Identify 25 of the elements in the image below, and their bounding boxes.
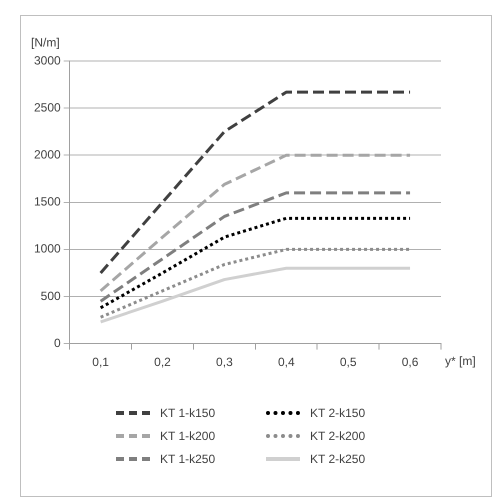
line-series (99, 191, 412, 303)
x-axis-title: y* [m] (445, 354, 476, 368)
x-tick-label: 0,3 (216, 355, 234, 370)
legend-label: KT 1-k250 (160, 452, 216, 466)
line-series (99, 90, 412, 274)
y-tick-label: 2500 (34, 100, 62, 114)
x-tick-label: 0,6 (402, 355, 419, 370)
y-axis-title: [N/m] (31, 35, 60, 50)
y-tick-label: 0 (54, 336, 62, 350)
legend-label: KT 1-k150 (160, 406, 216, 420)
line-series (99, 248, 412, 319)
legend-label: KT 2-k250 (310, 452, 366, 466)
y-tick-label: 1000 (34, 242, 62, 256)
x-tick-label: 0,2 (154, 355, 172, 370)
legend-label: KT 2-k150 (310, 406, 366, 420)
y-tick-label: 500 (40, 288, 62, 303)
y-tick-label: 2000 (34, 148, 62, 162)
y-tick-label: 3000 (34, 53, 62, 68)
x-tick-label: 0,4 (278, 355, 295, 370)
legend-label: KT 1-k200 (160, 428, 216, 442)
y-tick-label: 1500 (34, 194, 62, 209)
legend-label: KT 2-k200 (310, 428, 366, 442)
x-tick-label: 0,1 (92, 355, 110, 370)
line-series (99, 216, 412, 310)
x-tick-label: 0,5 (340, 355, 357, 370)
